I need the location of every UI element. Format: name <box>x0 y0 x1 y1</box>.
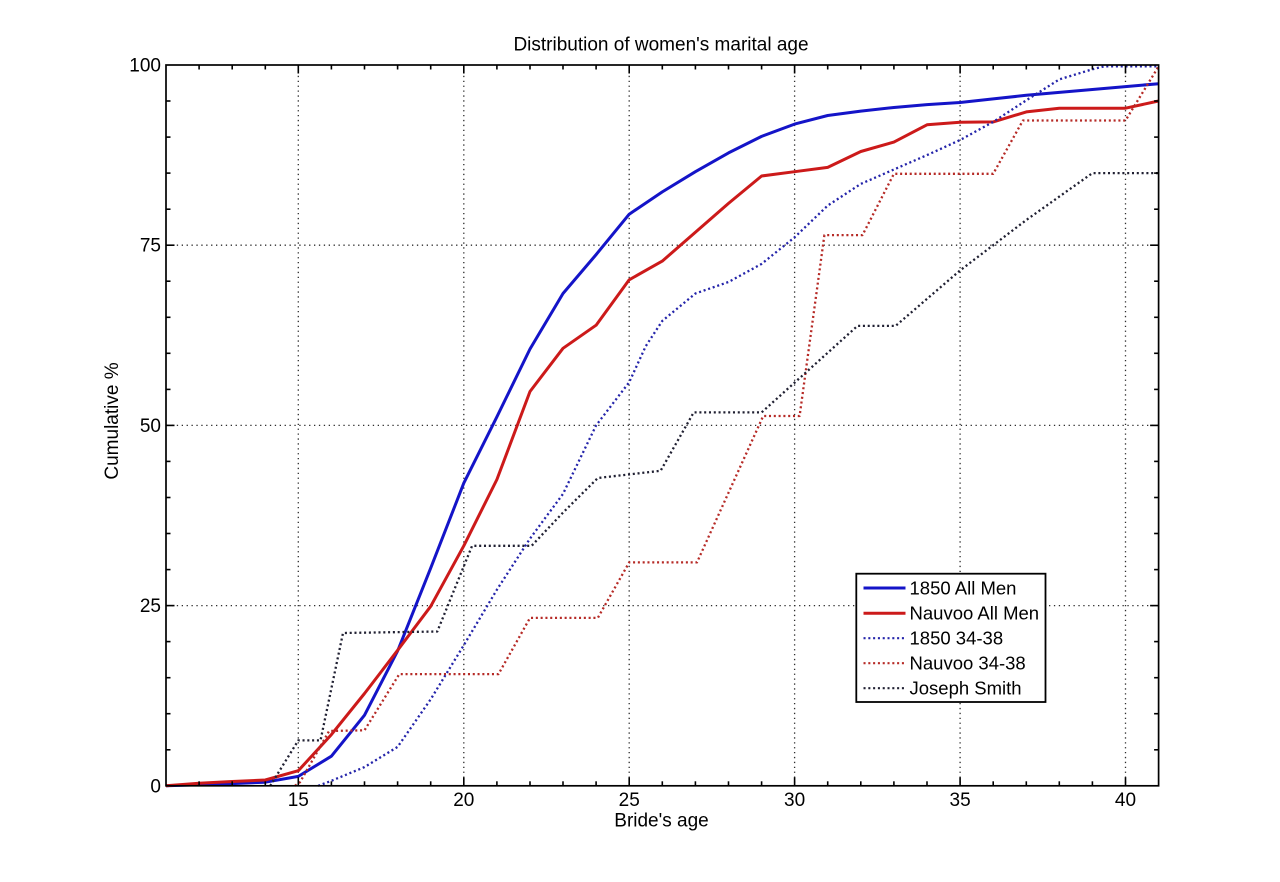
svg-text:35: 35 <box>950 790 971 811</box>
svg-text:25: 25 <box>140 596 161 617</box>
svg-text:75: 75 <box>140 236 161 257</box>
svg-text:Cumulative %: Cumulative % <box>102 362 123 479</box>
svg-text:40: 40 <box>1115 790 1136 811</box>
svg-text:100: 100 <box>129 56 161 77</box>
svg-text:Distribution of women's marita: Distribution of women's marital age <box>513 35 808 56</box>
svg-text:20: 20 <box>453 790 474 811</box>
svg-text:15: 15 <box>288 790 309 811</box>
svg-text:1850 All Men: 1850 All Men <box>910 577 1017 598</box>
svg-text:1850 34-38: 1850 34-38 <box>910 628 1004 649</box>
svg-text:25: 25 <box>619 790 640 811</box>
svg-text:Nauvoo All Men: Nauvoo All Men <box>910 603 1040 624</box>
svg-text:Joseph Smith: Joseph Smith <box>910 678 1022 699</box>
svg-text:0: 0 <box>150 776 161 797</box>
svg-text:50: 50 <box>140 416 161 437</box>
svg-text:Bride's age: Bride's age <box>614 811 708 832</box>
svg-text:Nauvoo 34-38: Nauvoo 34-38 <box>910 653 1026 674</box>
svg-text:30: 30 <box>784 790 805 811</box>
